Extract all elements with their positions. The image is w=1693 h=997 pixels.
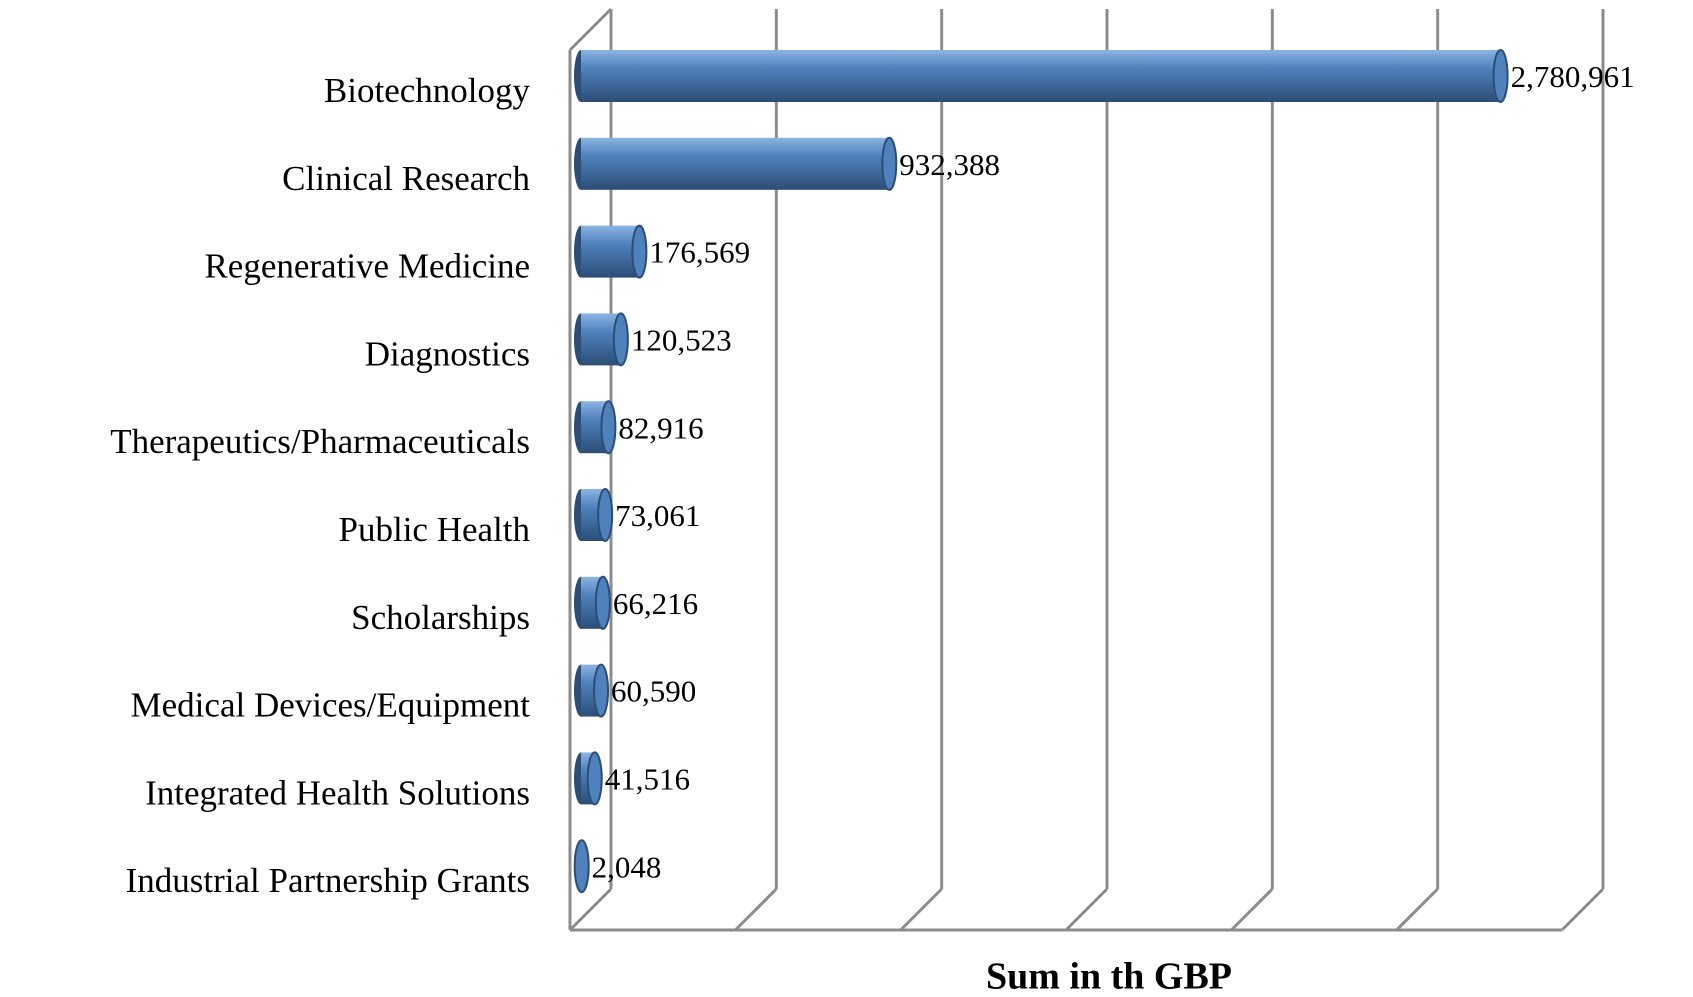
bar-cap (631, 224, 648, 279)
bar (581, 225, 640, 278)
bar (581, 137, 890, 190)
category-label: Scholarships (351, 598, 530, 637)
grid-line (568, 887, 613, 932)
category-label: Diagnostics (365, 334, 530, 373)
bar-group (574, 224, 648, 279)
bar-group (574, 751, 603, 806)
bar-cap (881, 136, 898, 191)
value-label: 41,516 (605, 762, 690, 797)
value-label: 120,523 (631, 323, 732, 358)
bar-group (574, 136, 898, 191)
category-label: Clinical Research (282, 159, 530, 198)
bar-group (574, 400, 617, 455)
value-label: 60,590 (611, 674, 696, 709)
left-wall-edge (568, 7, 613, 52)
value-label: 176,569 (649, 235, 750, 270)
category-label: Industrial Partnership Grants (126, 861, 530, 900)
bar-group (574, 575, 611, 630)
bar-cap (594, 575, 611, 630)
bar-cap (573, 839, 590, 894)
category-label: Integrated Health Solutions (145, 773, 530, 812)
x-axis-title: Sum in th GBP (986, 956, 1232, 997)
bar-group (574, 312, 629, 367)
bar-cap (593, 663, 610, 718)
bar (581, 50, 1501, 102)
value-label: 2,780,961 (1511, 59, 1635, 94)
bar-cap (586, 751, 603, 806)
bar-cap (597, 488, 614, 542)
bar-cap (1492, 49, 1509, 103)
bar-group (574, 49, 1509, 103)
category-label: Therapeutics/Pharmaceuticals (110, 422, 530, 461)
value-label: 82,916 (618, 410, 703, 445)
value-label: 66,216 (613, 586, 698, 621)
grid-line (734, 887, 778, 932)
value-label: 2,048 (592, 849, 662, 884)
grid-line (1064, 887, 1109, 932)
bar-group (574, 488, 614, 542)
bar-cap (600, 400, 617, 455)
category-label: Medical Devices/Equipment (131, 686, 531, 725)
bar-group (574, 663, 610, 718)
category-label: Biotechnology (324, 71, 531, 110)
category-label: Regenerative Medicine (204, 247, 530, 286)
grid-line (1560, 887, 1605, 932)
grid-line (1230, 887, 1274, 932)
grid-line (899, 887, 943, 932)
category-label: Public Health (339, 510, 531, 549)
value-label: 73,061 (615, 498, 700, 533)
bar-group (573, 839, 590, 894)
bar-cap (612, 312, 629, 367)
value-label: 932,388 (899, 147, 1000, 182)
grid-line (1395, 887, 1439, 932)
